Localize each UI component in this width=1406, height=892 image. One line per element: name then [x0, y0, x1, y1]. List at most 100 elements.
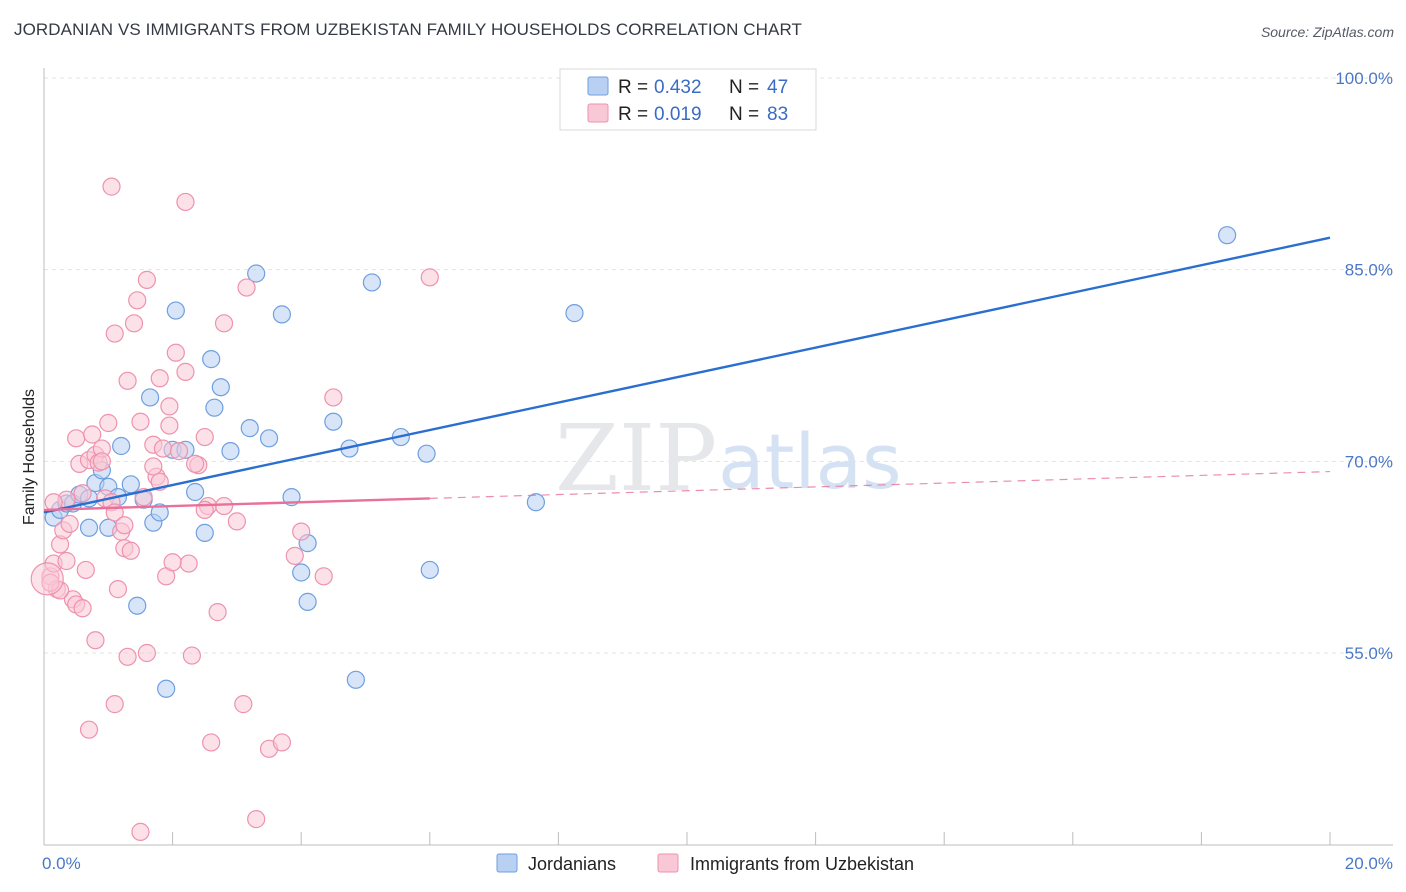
- uzbekistan-point-50: [227, 512, 246, 531]
- legend-n-value-uzbekistan: 83: [767, 104, 788, 125]
- jordanians-point-21: [205, 398, 224, 417]
- uzbekistan-point-6: [60, 514, 79, 534]
- trend-line-uzbekistan-solid: [43, 497, 430, 512]
- jordanians-point-40: [128, 596, 147, 615]
- uzbekistan-point-65: [176, 192, 195, 212]
- jordanians-point-14: [150, 503, 169, 522]
- uzbekistan-point-39: [166, 343, 185, 362]
- legend-r-value-jordanians: 0.432: [654, 77, 702, 98]
- jordanians-point-39: [1218, 226, 1237, 245]
- uzbekistan-point-40: [169, 442, 189, 461]
- uzbekistan-point-47: [202, 733, 221, 752]
- uzbekistan-point-29: [128, 291, 147, 310]
- uzbekistan-point-82: [214, 496, 234, 516]
- uzbekistan-point-59: [324, 388, 343, 407]
- uzbekistan-point-cluster: [30, 562, 64, 596]
- jordanians-point-8: [79, 518, 99, 537]
- y-tick-label-3: 55.0%: [1345, 644, 1393, 663]
- uzbekistan-point-79: [144, 457, 163, 476]
- trend-line-uzbekistan-dashed: [429, 470, 1331, 499]
- uzbekistan-point-26: [118, 371, 137, 390]
- uzbekistan-point-5: [57, 551, 76, 571]
- legend-n-label-jordanians: N =: [729, 77, 759, 98]
- jordanians-point-43: [166, 301, 185, 320]
- jordanians-point-11: [121, 475, 140, 494]
- uzbekistan-point-73: [115, 516, 134, 535]
- uzbekistan-point-9: [67, 429, 86, 448]
- jordanians-point-10: [112, 436, 131, 456]
- jordanians-point-45: [247, 264, 266, 283]
- watermark: ZIP atlas: [555, 405, 902, 512]
- chart-title: JORDANIAN VS IMMIGRANTS FROM UZBEKISTAN …: [14, 20, 803, 39]
- legend-swatch-uzbekistan: [587, 103, 609, 123]
- uzbekistan-point-41: [176, 362, 195, 381]
- jordanians-point-23: [221, 442, 240, 461]
- uzbekistan-point-12: [76, 560, 95, 580]
- grid-lines: [44, 77, 1393, 654]
- watermark-atlas: atlas: [718, 417, 902, 506]
- y-tick-labels: 100.0% 85.0% 70.0% 55.0%: [1335, 69, 1393, 663]
- y-axis-label: Family Households: [21, 389, 38, 525]
- jordanians-point-37: [526, 493, 545, 512]
- uzbekistan-point-28: [124, 314, 144, 333]
- jordanians-point-42: [346, 670, 365, 689]
- uzbekistan-point-52: [237, 278, 256, 297]
- x-min-label: 0.0%: [42, 854, 81, 873]
- uzbekistan-point-36: [153, 439, 173, 458]
- uzbekistan-point-60: [79, 720, 99, 739]
- uzbekistan-point-38: [160, 397, 179, 416]
- jordanians-point-26: [272, 305, 292, 324]
- uzbekistan-point-77: [163, 553, 182, 572]
- bottom-legend-uzbekistan: Immigrants from Uzbekistan: [690, 854, 914, 874]
- jordanians-point-24: [240, 419, 259, 438]
- jordanians-point-22: [211, 378, 230, 397]
- x-max-label: 20.0%: [1345, 854, 1393, 873]
- jordanians-point-30: [298, 592, 317, 611]
- uzbekistan-point-55: [272, 733, 292, 752]
- uzbekistan-point-78: [73, 599, 92, 618]
- uzbekistan-point-42: [179, 554, 198, 573]
- jordanians-point-20: [202, 350, 221, 369]
- jordanians-point-35: [417, 444, 436, 463]
- uzbekistan-point-51: [234, 695, 253, 714]
- uzbekistan-point-43: [182, 646, 201, 665]
- legend-n-label-uzbekistan: N =: [729, 104, 759, 125]
- bottom-legend-swatch-uzbekistan: [657, 853, 679, 873]
- uzbekistan-point-74: [92, 452, 111, 471]
- trend-line-jordanians: [43, 236, 1331, 514]
- uzbekistan-point-19: [99, 413, 118, 433]
- bottom-legend-jordanians: Jordanians: [528, 854, 616, 874]
- uzbekistan-point-56: [285, 546, 304, 565]
- uzbekistan-point-32: [137, 270, 156, 289]
- jordanians-point-41: [157, 679, 176, 698]
- trend-lines: [43, 236, 1331, 514]
- jordanians-point-15: [140, 388, 160, 407]
- legend-swatch-jordanians: [587, 76, 609, 96]
- uzbekistan-point-67: [86, 631, 105, 650]
- bottom-legend-swatch-jordanians: [496, 853, 518, 873]
- jordanians-point-31: [324, 412, 343, 431]
- uzbekistan-point-14: [83, 425, 102, 444]
- uzbekistan-point-53: [247, 810, 266, 829]
- legend-r-value-uzbekistan: 0.019: [654, 104, 702, 125]
- uzbekistan-point-23: [108, 580, 128, 599]
- uzbekistan-point-22: [105, 324, 124, 343]
- uzbekistan-point-49: [214, 314, 234, 333]
- uzbekistan-point-57: [292, 522, 311, 541]
- chart-source: Source: ZipAtlas.com: [1260, 24, 1394, 40]
- jordanians-point-33: [362, 273, 382, 292]
- uzbekistan-point-48: [208, 603, 227, 622]
- y-tick-label-0: 100.0%: [1335, 69, 1393, 88]
- legend-r-label-jordanians: R =: [618, 77, 648, 98]
- axes: [43, 68, 1393, 846]
- uzbekistan-point-62: [118, 647, 137, 666]
- bottom-legend: Jordanians Immigrants from Uzbekistan: [496, 853, 914, 874]
- jordanians-point-25: [259, 429, 279, 448]
- jordanians-point-36: [420, 560, 439, 580]
- legend-n-value-jordanians: 47: [767, 77, 788, 98]
- uzbekistan-point-45: [195, 427, 214, 447]
- y-tick-label-2: 70.0%: [1345, 452, 1393, 471]
- uzbekistan-point-11: [73, 484, 92, 503]
- uzbekistan-point-58: [314, 567, 333, 586]
